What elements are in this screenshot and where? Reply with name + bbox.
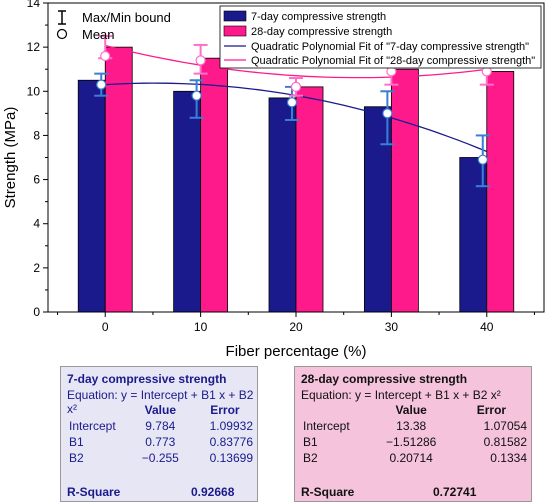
row-error: 0.81582 bbox=[483, 435, 527, 449]
mean-marker bbox=[191, 90, 202, 101]
y-tick-label: 8 bbox=[33, 128, 40, 142]
y-axis-title: Strength (MPa) bbox=[2, 107, 19, 209]
fit-equation: Equation: y = Intercept + B1 x + B2 x² bbox=[301, 388, 501, 402]
x-tick-label: 0 bbox=[102, 320, 109, 334]
fit-table: Value Error Intercept 13.38 1.07054 B1 −1.51… bbox=[299, 402, 531, 466]
row-value: 9.784 bbox=[145, 419, 176, 433]
row-label: Intercept bbox=[303, 419, 350, 433]
legend-errbar-label: Max/Min bound bbox=[82, 10, 171, 25]
row-value: −0.255 bbox=[141, 451, 179, 465]
row-label: B2 bbox=[69, 451, 84, 465]
r-square-label: R-Square bbox=[67, 485, 121, 499]
mean-marker bbox=[382, 108, 393, 119]
fit-title: 7-day compressive strength bbox=[67, 372, 227, 386]
fit-stats-7day: 7-day compressive strength Equation: y =… bbox=[60, 366, 258, 502]
col-error-header: Error bbox=[476, 403, 507, 417]
row-label: B1 bbox=[69, 435, 84, 449]
legend-label: 28-day compressive strength bbox=[251, 26, 392, 38]
legend-label: Quadratic Polynomial Fit of "28-day comp… bbox=[251, 55, 535, 67]
bar bbox=[104, 46, 133, 313]
fit-stats-28day: 28-day compressive strength Equation: y … bbox=[294, 366, 532, 502]
mean-marker bbox=[195, 55, 206, 66]
fit-title: 28-day compressive strength bbox=[301, 372, 468, 386]
r-square-value: 0.72741 bbox=[433, 485, 477, 499]
mean-marker bbox=[290, 81, 302, 92]
y-tick-label: 14 bbox=[27, 0, 41, 10]
r-square-value: 0.92668 bbox=[191, 485, 235, 499]
row-error: 0.1334 bbox=[490, 451, 527, 465]
bar bbox=[200, 57, 229, 313]
y-tick-label: 12 bbox=[27, 40, 41, 54]
x-tick-label: 40 bbox=[480, 320, 494, 334]
x-axis-title: Fiber percentage (%) bbox=[226, 343, 367, 360]
y-tick-label: 2 bbox=[33, 261, 40, 275]
row-label: Intercept bbox=[69, 419, 116, 433]
col-error-header: Error bbox=[210, 403, 240, 417]
mean-marker bbox=[96, 79, 107, 90]
row-label: B1 bbox=[303, 435, 318, 449]
bar bbox=[295, 86, 324, 313]
x-tick-label: 10 bbox=[194, 320, 208, 334]
fit-table: Value Error Intercept 9.784 1.09932 B1 0.773… bbox=[65, 402, 257, 466]
r-square-label: R-Square bbox=[301, 485, 355, 499]
bar bbox=[173, 90, 202, 313]
row-value: 0.20714 bbox=[389, 451, 433, 465]
legend-box bbox=[219, 5, 542, 69]
chart: 0 2 4 6 8 10 12 14 0 10 20 30 40 Fiber percentage (%)… bbox=[2, 0, 545, 360]
row-value: −1.51286 bbox=[385, 435, 437, 449]
y-tick-label: 10 bbox=[27, 84, 41, 98]
legend-swatch bbox=[223, 10, 247, 22]
legend-label: Quadratic Polynomial Fit of "7-day compr… bbox=[251, 41, 529, 53]
fit-curve bbox=[105, 44, 487, 79]
fit-equation: Equation: y = Intercept + B1 x + B2 x² bbox=[67, 388, 254, 416]
row-label: B2 bbox=[303, 451, 318, 465]
row-value: 0.773 bbox=[145, 435, 176, 449]
row-error: 0.13699 bbox=[209, 451, 253, 465]
legend-swatch bbox=[223, 25, 247, 37]
legend-mean-icon bbox=[56, 28, 68, 40]
mean-marker bbox=[286, 97, 298, 108]
x-tick-label: 20 bbox=[289, 320, 303, 334]
legend-label: 7-day compressive strength bbox=[251, 11, 386, 23]
mean-marker bbox=[100, 50, 111, 62]
y-tick-label: 0 bbox=[33, 305, 40, 319]
row-error: 1.07054 bbox=[483, 419, 527, 433]
bar bbox=[390, 68, 419, 313]
col-value-header: Value bbox=[395, 403, 427, 417]
y-tick-label: 4 bbox=[33, 217, 40, 231]
row-error: 0.83776 bbox=[209, 435, 253, 449]
row-error: 1.09932 bbox=[209, 419, 253, 433]
y-tick-label: 6 bbox=[33, 173, 40, 187]
bar bbox=[486, 71, 515, 313]
mean-marker bbox=[477, 154, 488, 165]
col-value-header: Value bbox=[144, 403, 176, 417]
x-tick-label: 30 bbox=[385, 320, 399, 334]
bar bbox=[268, 97, 297, 313]
row-value: 13.38 bbox=[396, 419, 427, 433]
legend-mean-label: Mean bbox=[82, 27, 115, 42]
bar bbox=[77, 79, 106, 313]
